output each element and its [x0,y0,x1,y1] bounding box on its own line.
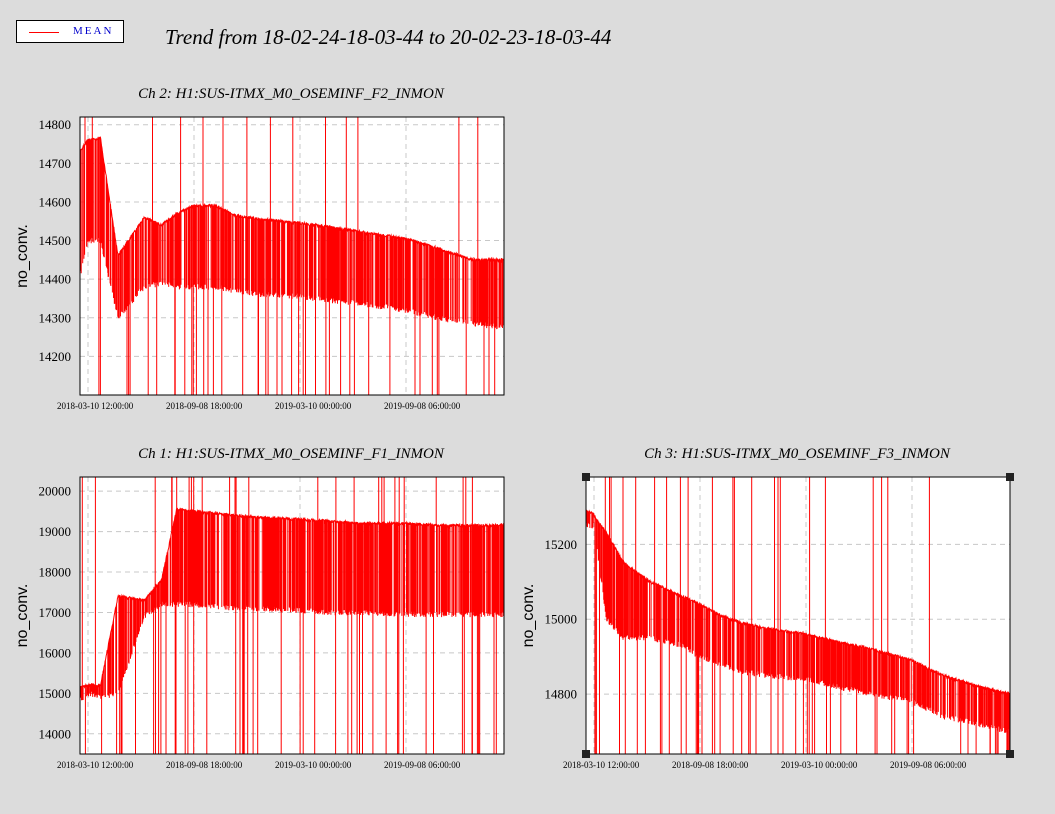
chart-panel-3: 14800 15000 15200 2018-03-10 12:00:00 2018-0… [520,446,1014,770]
legend-swatch [29,32,59,33]
y-tick-label: 19000 [39,524,72,539]
y-tick-label: 14200 [39,349,72,364]
x-tick-label: 2018-09-08 18:00:00 [166,760,243,770]
legend: MEAN [16,20,124,43]
y-tick-label: 14300 [39,310,72,325]
y-tick-label: 14800 [545,687,578,702]
x-tick-label: 2018-09-08 18:00:00 [166,401,243,411]
x-tick-label: 2019-09-08 06:00:00 [384,760,461,770]
selection-handle[interactable] [1006,473,1014,481]
x-tick-label: 2018-03-10 12:00:00 [563,760,640,770]
series-line [80,477,504,754]
y-tick-label: 15000 [545,612,578,627]
chart-title: Ch 3: H1:SUS-ITMX_M0_OSEMINF_F3_INMON [644,446,951,462]
x-tick-label: 2019-03-10 00:00:00 [275,401,352,411]
selection-handle[interactable] [582,473,590,481]
x-tick-label: 2018-09-08 18:00:00 [672,760,749,770]
y-axis-label: no_conv. [520,584,537,648]
x-tick-label: 2019-03-10 00:00:00 [781,760,858,770]
plot-frame [585,476,1011,755]
x-tick-label: 2018-03-10 12:00:00 [57,760,134,770]
plot-frame [79,116,505,396]
selection-handle[interactable] [1006,750,1014,758]
y-tick-label: 14800 [39,117,72,132]
series-mean [80,117,504,395]
legend-label: MEAN [73,25,114,37]
x-tick-label: 2018-03-10 12:00:00 [57,401,134,411]
y-tick-label: 15000 [39,686,72,701]
y-tick-label: 14400 [39,272,72,287]
selection-handle[interactable] [582,750,590,758]
chart-panel-1: 14200 14300 14400 14500 14600 14700 14800 2018-… [14,86,505,411]
chart-title: Ch 1: H1:SUS-ITMX_M0_OSEMINF_F1_INMON [138,446,445,462]
y-tick-label: 14000 [39,726,72,741]
y-tick-label: 15200 [545,537,578,552]
x-tick-label: 2019-09-08 06:00:00 [890,760,967,770]
series-mean [586,477,1010,754]
series-mean [80,477,504,754]
x-tick-label: 2019-03-10 00:00:00 [275,760,352,770]
x-tick-label: 2019-09-08 06:00:00 [384,401,461,411]
y-axis-label: no_conv. [14,584,31,648]
chart-panel-2: 14000 15000 16000 17000 18000 19000 20000 2018-… [14,446,505,770]
y-tick-label: 14600 [39,194,72,209]
y-tick-label: 14500 [39,233,72,248]
page-title: Trend from 18-02-24-18-03-44 to 20-02-23… [165,25,612,49]
y-tick-label: 17000 [39,605,72,620]
series-line [586,477,1010,754]
y-axis-label: no_conv. [14,224,31,288]
y-tick-label: 14700 [39,156,72,171]
series-line [80,117,504,395]
y-tick-label: 16000 [39,645,72,660]
y-tick-label: 18000 [39,565,72,580]
plot-frame [79,476,505,755]
chart-title: Ch 2: H1:SUS-ITMX_M0_OSEMINF_F2_INMON [138,86,445,102]
y-tick-label: 20000 [39,484,72,499]
